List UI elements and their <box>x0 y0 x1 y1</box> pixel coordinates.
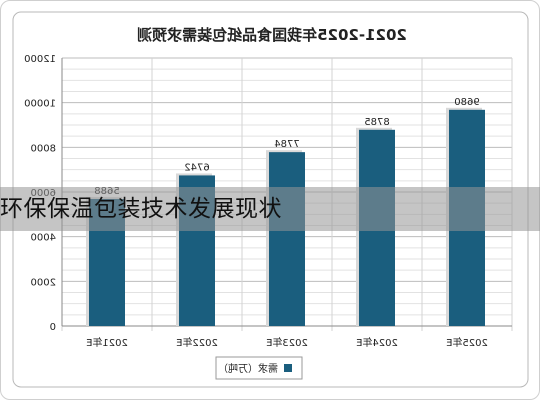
category-label: 2025年E <box>446 336 488 349</box>
category-label: 2022年E <box>176 336 218 349</box>
category-label: 2023年E <box>266 336 308 349</box>
legend-label: 需求（万吨） <box>218 362 278 375</box>
data-label: 7784 <box>274 139 299 150</box>
y-tick-label: 12000 <box>24 54 56 65</box>
tick-labels: 2025年E 2024年E 2023年E 2022年E 2021年E 12000 10000… <box>24 54 488 349</box>
category-label: 2021年E <box>86 336 128 349</box>
y-tick-label: 10000 <box>24 99 56 110</box>
chart-title: 2021-2025年我国食品纸包装需求预测 <box>137 26 407 44</box>
y-tick-label: 4000 <box>31 233 56 244</box>
y-tick-label: 2000 <box>31 277 56 288</box>
y-tick-label: 0 <box>50 322 56 333</box>
data-label: 6742 <box>184 162 209 173</box>
caption-overlay-text: 环保保温包装技术发展现状 <box>0 196 282 222</box>
y-tick-label: 8000 <box>31 143 56 154</box>
legend: 需求（万吨） <box>215 356 303 380</box>
category-label: 2024年E <box>356 336 398 349</box>
caption-overlay-band <box>0 187 540 231</box>
legend-swatch <box>284 364 292 372</box>
data-label: 9680 <box>454 97 479 108</box>
data-label: 8785 <box>364 117 389 128</box>
bar <box>269 152 305 326</box>
legend-box <box>215 356 303 380</box>
